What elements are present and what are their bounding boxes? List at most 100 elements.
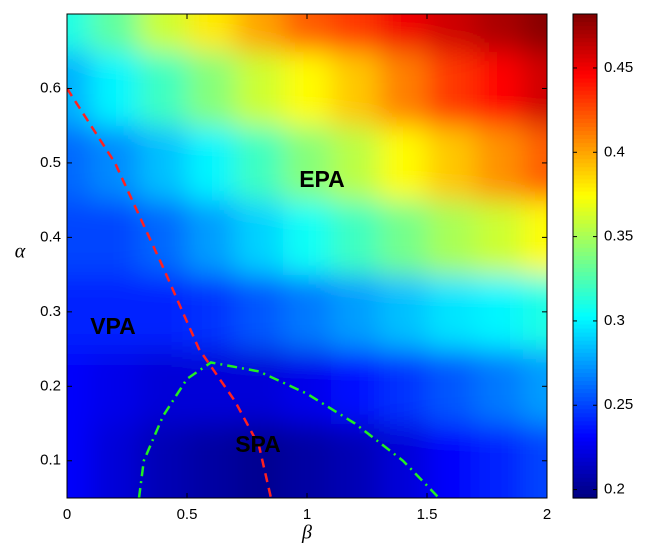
heat-cell: [283, 423, 332, 498]
y-axis-label: α: [15, 241, 26, 263]
heat-cell: [379, 125, 428, 201]
colorbar-step: [573, 14, 597, 19]
colorbar-step: [573, 163, 597, 168]
colorbar-step: [573, 34, 597, 39]
colorbar-step: [573, 493, 597, 499]
colorbar-step: [573, 413, 597, 418]
colorbar-step: [573, 485, 597, 491]
colorbar-step: [573, 143, 597, 148]
heat-cell: [67, 14, 92, 52]
heat-cell: [139, 200, 188, 276]
colorbar-step: [573, 260, 597, 265]
heat-cell: [379, 274, 428, 350]
colorbar-step: [573, 473, 597, 479]
colorbar-step: [573, 114, 597, 120]
colorbar-step: [573, 308, 597, 314]
heat-cell: [379, 14, 428, 52]
heat-cell: [331, 51, 380, 127]
heat-cell: [331, 423, 380, 498]
colorbar-step: [573, 256, 597, 261]
heat-cell: [139, 51, 188, 127]
colorbar-step: [573, 183, 597, 189]
heat-cell: [235, 423, 284, 498]
colorbar-step: [573, 344, 597, 350]
heat-cell: [91, 14, 140, 52]
colorbar-step: [573, 126, 597, 132]
colorbar-step: [573, 393, 597, 398]
colorbar-step: [573, 118, 597, 124]
colorbar-step: [573, 381, 597, 386]
colorbar-step: [573, 332, 597, 338]
heat-cell: [67, 423, 92, 498]
colorbar-step: [573, 18, 597, 23]
colorbar-step: [573, 86, 597, 92]
colorbar-step: [573, 304, 597, 310]
colorbar-step: [573, 70, 597, 76]
colorbar-step: [573, 433, 597, 439]
colorbar-step: [573, 312, 597, 318]
annotation: VPA: [90, 313, 136, 339]
colorbar-step: [573, 102, 597, 108]
colorbar-step: [573, 469, 597, 475]
y-tick-label: 0.5: [40, 154, 61, 171]
colorbar-step: [573, 352, 597, 358]
colorbar-step: [573, 324, 597, 330]
colorbar-step: [573, 203, 597, 209]
heat-cell: [187, 125, 236, 201]
colorbar-tick-label: 0.25: [604, 396, 633, 413]
heat-cell: [187, 274, 236, 350]
heat-cell: [331, 125, 380, 201]
colorbar-tick-label: 0.2: [604, 481, 625, 498]
colorbar-step: [573, 151, 597, 156]
heat-cell: [523, 125, 547, 201]
colorbar-step: [573, 445, 597, 451]
colorbar-step: [573, 405, 597, 410]
colorbar-step: [573, 397, 597, 402]
y-tick-label: 0.4: [40, 228, 61, 245]
colorbar-step: [573, 401, 597, 406]
heat-cell: [139, 423, 188, 498]
colorbar-step: [573, 26, 597, 31]
colorbar-step: [573, 78, 597, 84]
colorbar-step: [573, 155, 597, 160]
colorbar-step: [573, 147, 597, 152]
colorbar-frame: [572, 13, 598, 499]
axes: 0 0.5 1 1.5 2 0.1 0.2 0.3 0.4 0.5 0.6 0.2 0.25 0.3 0.3…: [40, 13, 633, 523]
heat-cell: [427, 274, 476, 350]
y-tick-label: 0.2: [40, 377, 61, 394]
colorbar-step: [573, 251, 597, 257]
x-tick-label: 0.5: [177, 506, 198, 523]
colorbar-step: [573, 167, 597, 172]
heat-cell: [475, 274, 524, 350]
colorbar-step: [573, 372, 597, 378]
heat-cell: [187, 200, 236, 276]
colorbar-step: [573, 215, 597, 221]
heat-cell: [427, 51, 476, 127]
colorbar-step: [573, 425, 597, 431]
heat-cell: [187, 423, 236, 498]
heat-cell: [475, 423, 524, 498]
heat-cell: [235, 349, 284, 425]
heat-cell: [475, 349, 524, 425]
heat-cell: [283, 200, 332, 276]
heat-cell: [91, 423, 140, 498]
colorbar-step: [573, 58, 597, 63]
colorbar-step: [573, 94, 597, 100]
colorbar-step: [573, 296, 597, 301]
y-tick-label: 0.1: [40, 452, 61, 469]
heat-cell: [523, 423, 547, 498]
heat-cell: [427, 125, 476, 201]
heat-cell: [139, 14, 188, 52]
colorbar-step: [573, 417, 597, 422]
x-tick-label: 2: [543, 506, 551, 523]
colorbar-step: [573, 159, 597, 164]
colorbar-step: [573, 377, 597, 382]
colorbar-step: [573, 336, 597, 342]
x-tick-label: 1.5: [417, 506, 438, 523]
colorbar: 0.2 0.25 0.3 0.35 0.4 0.45: [572, 13, 633, 499]
y-tick-label: 0.6: [40, 79, 61, 96]
colorbar-step: [573, 340, 597, 346]
colorbar-step: [573, 223, 597, 229]
colorbar-step: [573, 187, 597, 193]
colorbar-step: [573, 481, 597, 487]
